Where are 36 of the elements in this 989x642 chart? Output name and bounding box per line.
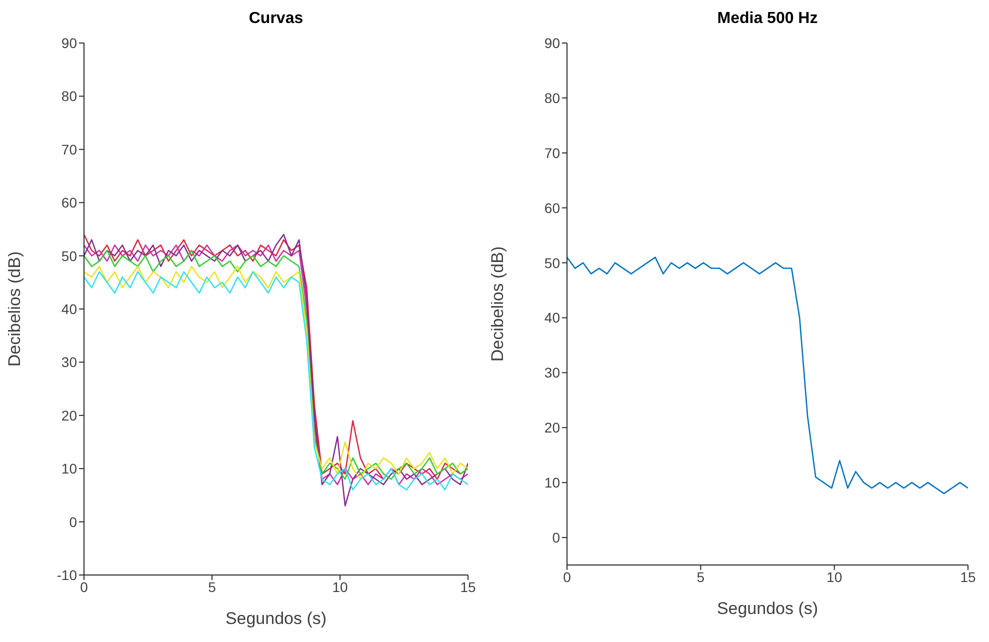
y-tick-label: 90 [544, 34, 560, 51]
x-axis-title: Segundos (s) [225, 609, 327, 628]
y-tick-label: 60 [61, 194, 78, 211]
y-tick-label: 30 [544, 364, 560, 381]
y-axis-title: Decibelios (dB) [5, 251, 24, 367]
y-tick-label: 20 [61, 407, 78, 424]
x-tick-label: 5 [696, 568, 705, 585]
y-tick-label: 70 [61, 141, 78, 158]
y-tick-label: 70 [544, 144, 560, 161]
x-axis-title: Segundos (s) [716, 599, 818, 618]
y-tick-label: 40 [61, 300, 78, 317]
chart-title: Curvas [248, 10, 304, 28]
y-tick-label: 10 [61, 460, 78, 477]
x-tick-label: 10 [826, 568, 842, 585]
y-tick-label: 40 [544, 310, 560, 326]
y-tick-label: 90 [61, 34, 78, 51]
x-tick-label: 15 [960, 568, 976, 585]
y-tick-label: 50 [544, 254, 560, 271]
y-tick-label: 20 [544, 420, 560, 436]
y-tick-label: 10 [544, 474, 560, 491]
chart-title: Media 500 Hz [716, 10, 819, 28]
y-axis-title: Decibelios (dB) [488, 246, 508, 362]
x-tick-label: 5 [208, 578, 216, 595]
x-tick-label: 0 [563, 568, 572, 585]
y-tick-label: 0 [552, 529, 560, 546]
y-tick-label: -10 [56, 566, 78, 583]
y-tick-label: 80 [61, 88, 78, 104]
y-tick-label: 0 [69, 514, 78, 530]
y-tick-label: 80 [544, 90, 560, 106]
x-tick-label: 15 [460, 578, 476, 595]
x-tick-label: 0 [80, 578, 88, 595]
y-tick-label: 30 [61, 354, 78, 370]
line-series [567, 256, 968, 494]
y-tick-label: 50 [61, 248, 78, 264]
x-tick-label: 10 [332, 578, 348, 595]
y-tick-label: 60 [544, 200, 560, 216]
